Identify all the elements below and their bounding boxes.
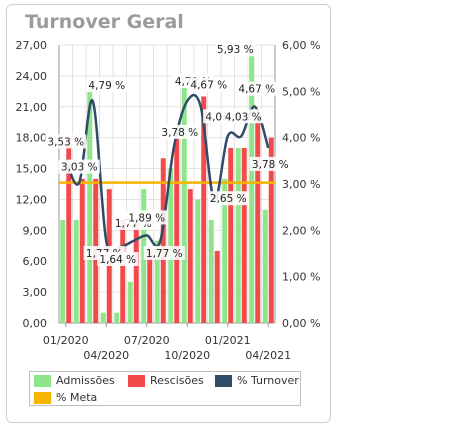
bar-rescisoes bbox=[241, 147, 247, 323]
bar-rescisoes bbox=[214, 250, 220, 323]
y-left-tick-label: 15,00 bbox=[16, 163, 48, 176]
turnover-label-bg bbox=[207, 191, 249, 206]
y-left-tick-label: 24,00 bbox=[16, 70, 48, 83]
turnover-label-bg bbox=[126, 210, 168, 225]
turnover-data-label: 4,67 % bbox=[190, 80, 227, 92]
legend-label-meta: % Meta bbox=[56, 391, 98, 404]
turnover-label-bg bbox=[188, 77, 230, 92]
turnover-data-label: 4,79 % bbox=[88, 80, 125, 92]
turnover-data-label: 1,89 % bbox=[128, 212, 165, 224]
y-right-tick-label: 1,00 % bbox=[282, 271, 320, 284]
bar-admissoes bbox=[87, 86, 93, 324]
turnover-data-label: 5,93 % bbox=[217, 44, 254, 56]
turnover-data-label: 1,77 % bbox=[146, 248, 183, 260]
turnover-data-label: 1,64 % bbox=[99, 254, 136, 266]
y-left-tick-label: 21,00 bbox=[16, 101, 48, 114]
bar-admissoes bbox=[100, 312, 106, 323]
bar-admissoes bbox=[262, 209, 268, 323]
bar-rescisoes bbox=[228, 147, 234, 323]
bar-rescisoes bbox=[133, 220, 139, 323]
legend-label-turnover: % Turnover bbox=[237, 374, 299, 387]
bar-rescisoes bbox=[255, 117, 261, 324]
y-right-tick-label: 3,00 % bbox=[282, 178, 320, 191]
y-right-tick-label: 5,00 % bbox=[282, 85, 320, 98]
bar-admissoes bbox=[114, 312, 120, 323]
bars bbox=[60, 45, 274, 324]
bar-rescisoes bbox=[79, 178, 85, 323]
turnover-label-bg bbox=[58, 159, 100, 174]
bar-rescisoes bbox=[66, 137, 72, 323]
legend-item-meta[interactable]: % Meta bbox=[34, 391, 97, 404]
data-labels: 3,53 %3,03 %4,79 %1,77 %1,64 %1,77 %1,89… bbox=[45, 42, 291, 267]
x-tick-label: 07/2020 bbox=[124, 334, 170, 347]
legend-swatch-meta bbox=[34, 391, 51, 404]
turnover-data-label: 3,03 % bbox=[61, 162, 98, 174]
bar-rescisoes bbox=[147, 250, 153, 323]
y-right-tick-label: 4,00 % bbox=[282, 132, 320, 145]
legend: Admissões Rescisões % Turnover % Meta bbox=[29, 371, 301, 406]
bar-rescisoes bbox=[120, 220, 126, 323]
legend-label-admissoes: Admissões bbox=[56, 374, 115, 387]
x-tick-label: 04/2021 bbox=[245, 349, 291, 362]
turnover-label-bg bbox=[45, 134, 87, 149]
turnover-label-bg bbox=[222, 109, 264, 124]
y-left-tick-label: 12,00 bbox=[16, 193, 48, 206]
x-tick-label: 01/2021 bbox=[205, 334, 251, 347]
legend-swatch-turnover bbox=[215, 374, 232, 387]
bar-admissoes bbox=[154, 240, 160, 323]
y-left-tick-label: 3,00 bbox=[23, 286, 48, 299]
turnover-data-label: 4,03 % bbox=[225, 111, 262, 123]
y-left-tick-label: 6,00 bbox=[23, 255, 48, 268]
bar-rescisoes bbox=[174, 137, 180, 323]
y-left-tick-label: 27,00 bbox=[16, 39, 48, 52]
bar-admissoes bbox=[168, 168, 174, 323]
y-left-tick-label: 9,00 bbox=[23, 224, 48, 237]
turnover-label-bg bbox=[214, 42, 256, 57]
y-right-tick-label: 0,00 % bbox=[282, 317, 320, 330]
legend-item-turnover[interactable]: % Turnover bbox=[215, 374, 299, 387]
bar-admissoes bbox=[181, 75, 187, 323]
turnover-label-bg bbox=[97, 252, 139, 267]
turnover-data-label: 2,65 % bbox=[210, 193, 247, 205]
bar-rescisoes bbox=[187, 189, 193, 323]
chart-title: Turnover Geral bbox=[25, 11, 184, 33]
bar-rescisoes bbox=[160, 158, 166, 323]
axes: 0,00 3,00 6,00 9,00 12,00 15,00 18,00 21,00 24,0… bbox=[16, 39, 321, 362]
turnover-label-bg bbox=[249, 156, 291, 171]
bar-admissoes bbox=[127, 281, 133, 323]
x-tick-label: 10/2020 bbox=[164, 349, 210, 362]
bar-admissoes bbox=[73, 220, 79, 323]
legend-label-rescisoes: Rescisões bbox=[150, 374, 204, 387]
turnover-label-bg bbox=[236, 81, 278, 96]
bar-admissoes bbox=[60, 220, 66, 323]
y-left-tick-label: 0,00 bbox=[23, 317, 48, 330]
turnover-label-bg bbox=[86, 78, 128, 93]
bar-admissoes bbox=[208, 220, 214, 323]
bar-rescisoes bbox=[201, 96, 207, 324]
y-right-tick-label: 6,00 % bbox=[282, 39, 320, 52]
y-left-tick-label: 18,00 bbox=[16, 132, 48, 145]
turnover-data-label: 3,53 % bbox=[47, 136, 84, 148]
bar-rescisoes bbox=[268, 137, 274, 323]
turnover-data-label: 3,78 % bbox=[252, 159, 289, 171]
legend-swatch-admissoes bbox=[34, 374, 51, 387]
x-tick-label: 04/2020 bbox=[83, 349, 129, 362]
legend-item-admissoes[interactable]: Admissões bbox=[34, 374, 115, 387]
bar-admissoes bbox=[222, 178, 228, 323]
x-tick-label: 01/2020 bbox=[43, 334, 89, 347]
legend-swatch-rescisoes bbox=[128, 374, 145, 387]
turnover-label-bg bbox=[159, 124, 201, 139]
turnover-label-bg bbox=[143, 245, 185, 260]
legend-item-rescisoes[interactable]: Rescisões bbox=[128, 374, 204, 387]
turnover-data-label: 4,67 % bbox=[238, 84, 275, 96]
bar-admissoes bbox=[195, 199, 201, 323]
bar-admissoes bbox=[235, 147, 241, 323]
bar-admissoes bbox=[249, 45, 255, 323]
y-right-tick-label: 2,00 % bbox=[282, 224, 320, 237]
turnover-data-label: 3,78 % bbox=[161, 127, 198, 139]
